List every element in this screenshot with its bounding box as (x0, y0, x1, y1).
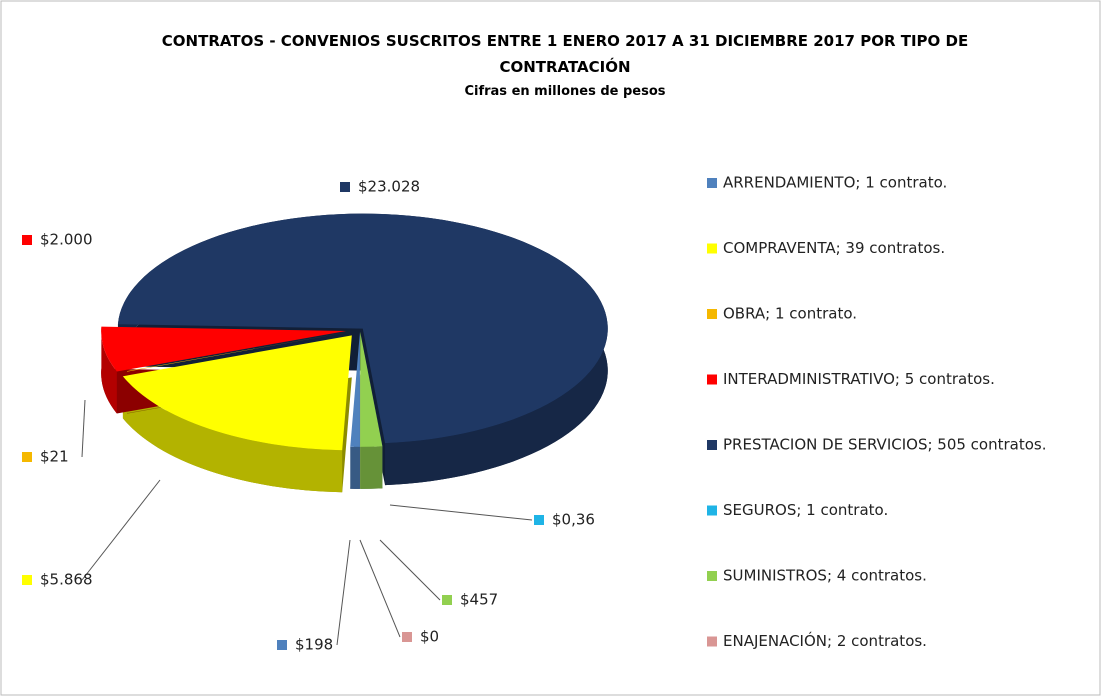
data-label: $5.868 (40, 571, 93, 589)
legend-swatch (707, 243, 717, 254)
label-swatch (340, 182, 350, 192)
slice-side (360, 446, 383, 489)
label-swatch (22, 575, 32, 585)
legend-swatch (707, 571, 717, 581)
slice-side (350, 446, 360, 489)
slice (360, 331, 383, 447)
label-swatch (402, 632, 412, 642)
legend-swatch (707, 374, 717, 385)
label-swatch (442, 595, 452, 605)
leader-line (389, 504, 533, 521)
legend-label: SEGUROS; 1 contrato. (723, 501, 888, 519)
slice (101, 326, 347, 372)
legend-label: INTERADMINISTRATIVO; 5 contratos. (723, 370, 995, 388)
legend-label: OBRA; 1 contrato. (723, 305, 857, 323)
leader-line (81, 479, 161, 581)
legend-label: ENAJENACIÓN; 2 contratos. (723, 631, 927, 650)
data-label: $0,36 (552, 511, 595, 529)
legend-label: SUMINISTROS; 4 contratos. (723, 567, 927, 585)
data-label: $23.028 (358, 178, 420, 196)
chart-title: CONTRATOS - CONVENIOS SUSCRITOS ENTRE 1 … (161, 32, 969, 76)
leader-line (359, 539, 401, 638)
slice-side (101, 326, 117, 414)
legend-swatch (707, 636, 717, 647)
legend-swatch (707, 505, 717, 516)
label-swatch (534, 515, 544, 525)
slice (126, 330, 357, 372)
slice (117, 213, 608, 444)
legend-swatch (707, 309, 717, 319)
slice-side (122, 376, 343, 493)
data-label: $198 (295, 636, 333, 654)
chart-subtitle: Cifras en millones de pesos (464, 84, 666, 99)
slice (360, 331, 383, 447)
leader-line (81, 399, 86, 458)
label-swatch (22, 235, 32, 245)
legend-swatch (707, 440, 717, 450)
data-label: $21 (40, 448, 69, 466)
legend-label: ARRENDAMIENTO; 1 contrato. (723, 174, 947, 192)
slice (350, 331, 360, 447)
legend-label: PRESTACION DE SERVICIOS; 505 contratos. (723, 436, 1047, 454)
label-swatch (22, 452, 32, 462)
slice (122, 335, 352, 451)
legend-swatch (707, 178, 717, 188)
data-label: $0 (420, 628, 439, 646)
leader-line (379, 539, 441, 601)
data-label: $457 (460, 591, 498, 609)
data-label: $2.000 (40, 231, 93, 249)
legend-label: COMPRAVENTA; 39 contratos. (723, 239, 945, 257)
leader-line (336, 539, 351, 646)
label-swatch (277, 640, 287, 650)
